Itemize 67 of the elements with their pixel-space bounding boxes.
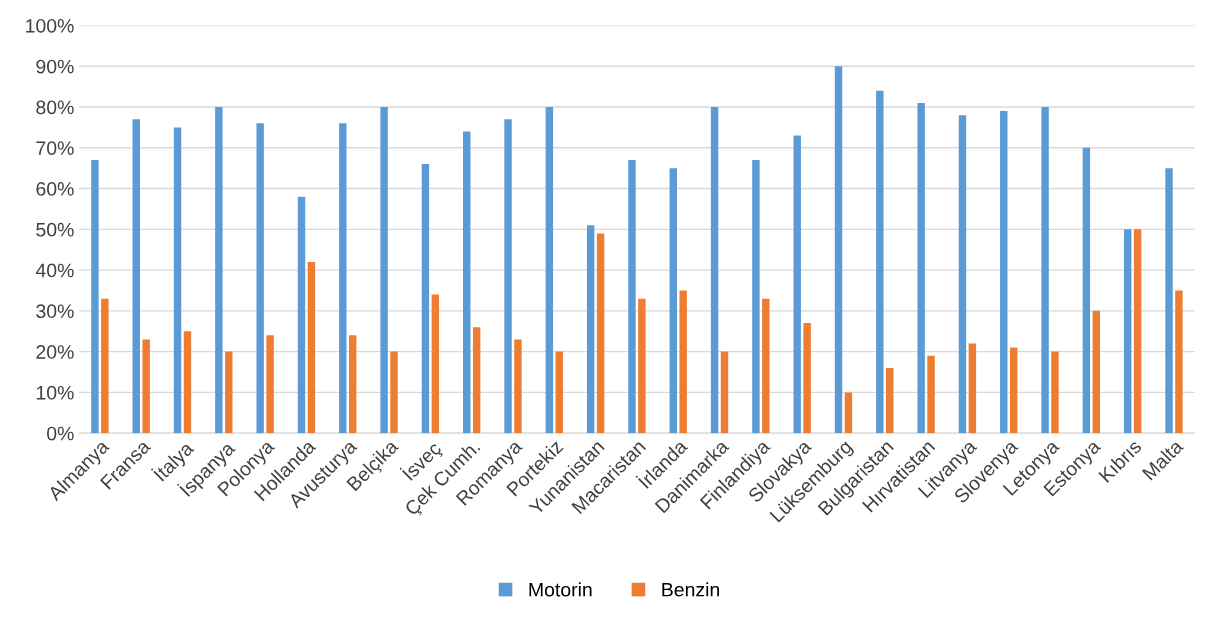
y-tick-label: 10% — [36, 385, 74, 400]
y-tick-label: 20% — [36, 345, 74, 359]
bar — [638, 298, 646, 434]
bar — [1082, 147, 1091, 434]
bar — [927, 355, 935, 434]
bar — [504, 119, 512, 434]
bar — [173, 127, 182, 434]
bar — [297, 196, 306, 434]
bar — [1051, 351, 1059, 434]
bar — [348, 335, 357, 434]
bar — [1000, 111, 1008, 434]
bar — [803, 323, 811, 434]
bar — [225, 351, 233, 434]
bar — [917, 102, 925, 434]
bar — [752, 160, 760, 434]
bar — [390, 351, 398, 434]
bar — [266, 335, 274, 434]
bar — [1041, 107, 1049, 434]
bar — [339, 123, 347, 434]
y-tick-label: 50% — [36, 222, 74, 237]
bar — [215, 107, 223, 434]
bar — [876, 90, 884, 434]
bar — [463, 131, 471, 434]
bar — [834, 66, 843, 434]
y-tick-label: 40% — [35, 263, 74, 278]
bar — [380, 107, 388, 434]
y-tick-label: 0% — [47, 426, 74, 441]
bar — [421, 164, 430, 434]
bar — [958, 115, 967, 434]
bar — [91, 160, 99, 434]
bar — [514, 339, 522, 434]
bar — [968, 343, 977, 434]
y-tick-label: 70% — [36, 141, 74, 156]
bar — [1092, 310, 1101, 434]
bar — [793, 135, 801, 434]
y-tick-label: 100% — [26, 18, 74, 33]
bar — [555, 351, 563, 434]
bar — [132, 119, 140, 434]
bar — [710, 107, 719, 434]
bar — [679, 290, 687, 434]
bar — [628, 160, 636, 434]
bar — [1175, 290, 1183, 434]
bar — [720, 351, 729, 434]
bar — [142, 339, 150, 434]
bar — [183, 331, 192, 434]
bar — [886, 367, 894, 434]
bar — [431, 294, 440, 434]
y-tick-label: 60% — [36, 182, 74, 196]
bar — [472, 327, 481, 434]
y-tick-label: 30% — [36, 304, 74, 319]
bar — [1009, 347, 1018, 434]
bar — [256, 123, 264, 434]
bar — [101, 298, 109, 434]
y-tick-label: 80% — [36, 100, 74, 115]
legend-label: Motorin — [529, 582, 592, 597]
bar — [1123, 229, 1132, 434]
bar — [307, 261, 316, 434]
y-tick-label: 90% — [36, 59, 74, 74]
bar — [844, 392, 853, 434]
bar — [1133, 229, 1142, 434]
bar — [669, 168, 677, 434]
bar — [596, 233, 605, 434]
bar — [1165, 168, 1173, 434]
legend-label: Benzin — [662, 582, 719, 597]
bar — [586, 225, 595, 434]
bar — [762, 298, 770, 434]
bar — [545, 107, 554, 434]
